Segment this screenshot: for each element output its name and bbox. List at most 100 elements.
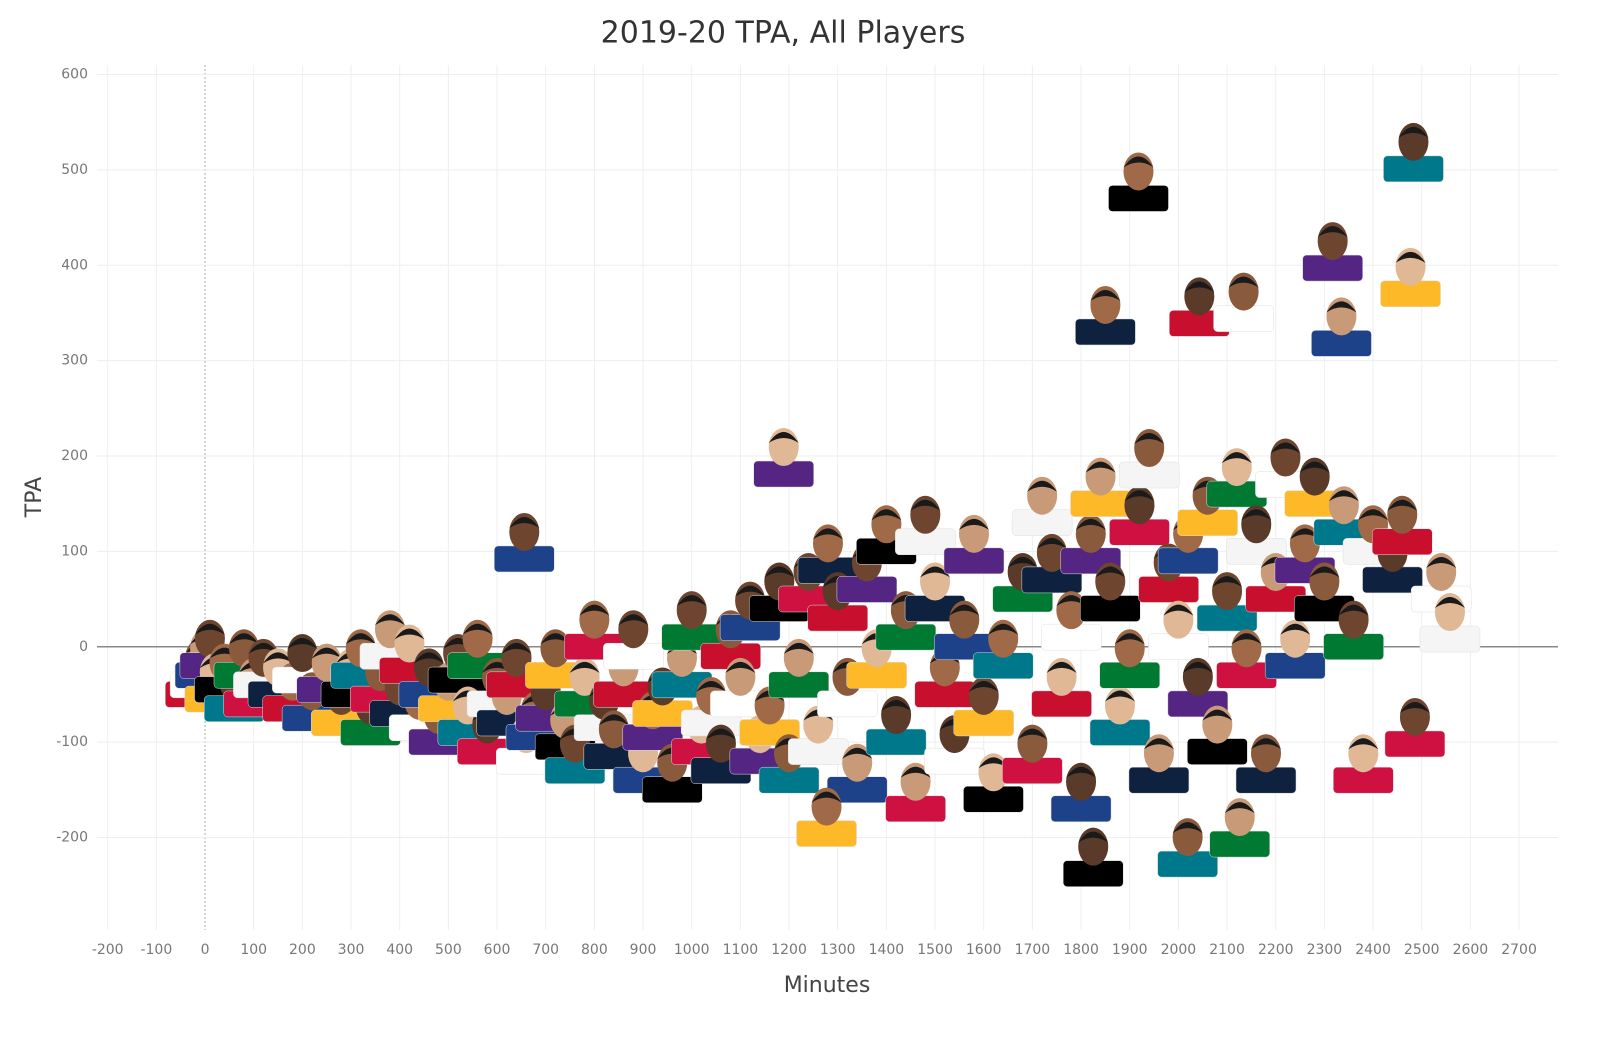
player-marker (1089, 686, 1151, 746)
hair (725, 661, 756, 673)
hair (1017, 728, 1048, 740)
hair (871, 509, 902, 521)
y-tick-label: 400 (61, 257, 88, 273)
player-marker (1380, 247, 1441, 308)
player-marker (1128, 734, 1190, 794)
hair (920, 566, 951, 578)
player-marker (603, 610, 664, 670)
hair (1066, 766, 1097, 778)
player-marker (661, 591, 722, 651)
hair (1434, 597, 1465, 609)
hair (1104, 690, 1135, 702)
player-marker (1311, 297, 1372, 357)
hair (811, 791, 842, 803)
hair (1317, 226, 1348, 238)
hair (783, 642, 814, 654)
hair (1289, 528, 1320, 540)
x-tick-label: 1100 (723, 942, 759, 958)
player-marker (1209, 798, 1270, 858)
player-marker (1108, 152, 1169, 212)
y-tick-label: 0 (79, 639, 88, 655)
hair (509, 516, 540, 528)
x-tick-label: 2500 (1404, 942, 1440, 958)
hair (1075, 518, 1106, 530)
player-marker (1216, 629, 1277, 689)
x-tick-label: 100 (240, 942, 267, 958)
x-tick-label: 2300 (1307, 942, 1343, 958)
player-marker (1372, 495, 1433, 556)
player-marker (753, 428, 814, 488)
hair (1212, 576, 1243, 588)
x-tick-label: 600 (484, 942, 511, 958)
player-marker (1011, 476, 1073, 536)
hair (1114, 633, 1145, 645)
hair (1046, 661, 1077, 673)
hair (1326, 301, 1357, 313)
player-marker (1118, 429, 1180, 489)
hair (676, 595, 707, 607)
hair (1143, 738, 1174, 750)
x-axis-label: Minutes (784, 973, 871, 998)
player-marker (1187, 705, 1248, 765)
y-tick-label: 600 (61, 67, 88, 83)
player-marker (1383, 122, 1444, 183)
x-tick-label: 1600 (966, 942, 1002, 958)
hair (1270, 442, 1301, 454)
hair (1280, 623, 1311, 635)
x-tick-label: 2200 (1258, 942, 1294, 958)
hair (1398, 126, 1429, 138)
x-tick-label: 2600 (1453, 942, 1489, 958)
hair (1123, 156, 1154, 168)
hair (988, 623, 1019, 635)
player-marker (1099, 629, 1160, 689)
hair (1387, 499, 1418, 511)
player-marker (1196, 572, 1258, 632)
player-marker (1109, 486, 1170, 546)
player-marker (865, 696, 927, 756)
x-tick-label: 200 (289, 942, 316, 958)
hair (1309, 566, 1340, 578)
hair (978, 757, 1009, 769)
player-marker (1080, 562, 1141, 622)
player-marker (1062, 827, 1124, 887)
hair (1241, 509, 1272, 521)
hair (1134, 433, 1165, 445)
x-tick-label: -100 (140, 942, 172, 958)
hair (462, 623, 493, 635)
player-marker (1041, 591, 1102, 651)
chart-title: 2019-20 TPA, All Players (601, 16, 966, 51)
x-tick-label: 2700 (1501, 942, 1537, 958)
hair (1224, 802, 1255, 814)
x-tick-label: 500 (435, 942, 462, 958)
player-marker (796, 787, 857, 847)
hair (1124, 490, 1155, 502)
hair (881, 700, 912, 712)
hair (696, 680, 727, 692)
player-marker (885, 762, 946, 823)
y-tick-label: 500 (61, 162, 88, 178)
hair (735, 585, 766, 597)
hair (1085, 461, 1116, 473)
hair (1338, 604, 1369, 616)
player-marker (826, 743, 888, 803)
x-tick-label: -200 (92, 942, 124, 958)
player-marker (494, 512, 555, 573)
player-marker (953, 676, 1014, 737)
hair (598, 714, 629, 726)
hair (345, 633, 376, 645)
player-marker (1264, 619, 1326, 680)
y-tick-label: -100 (56, 734, 88, 750)
hair (812, 528, 843, 540)
x-tick-label: 2400 (1355, 942, 1391, 958)
x-tick-label: 1700 (1015, 942, 1051, 958)
hair (705, 728, 736, 740)
player-marker (963, 753, 1024, 813)
hair (1426, 556, 1457, 568)
hair (910, 499, 941, 511)
player-marker (972, 619, 1034, 680)
hair (618, 614, 649, 626)
hair (1095, 566, 1126, 578)
x-tick-label: 1500 (917, 942, 953, 958)
hair (1202, 709, 1233, 721)
hair (1231, 633, 1262, 645)
